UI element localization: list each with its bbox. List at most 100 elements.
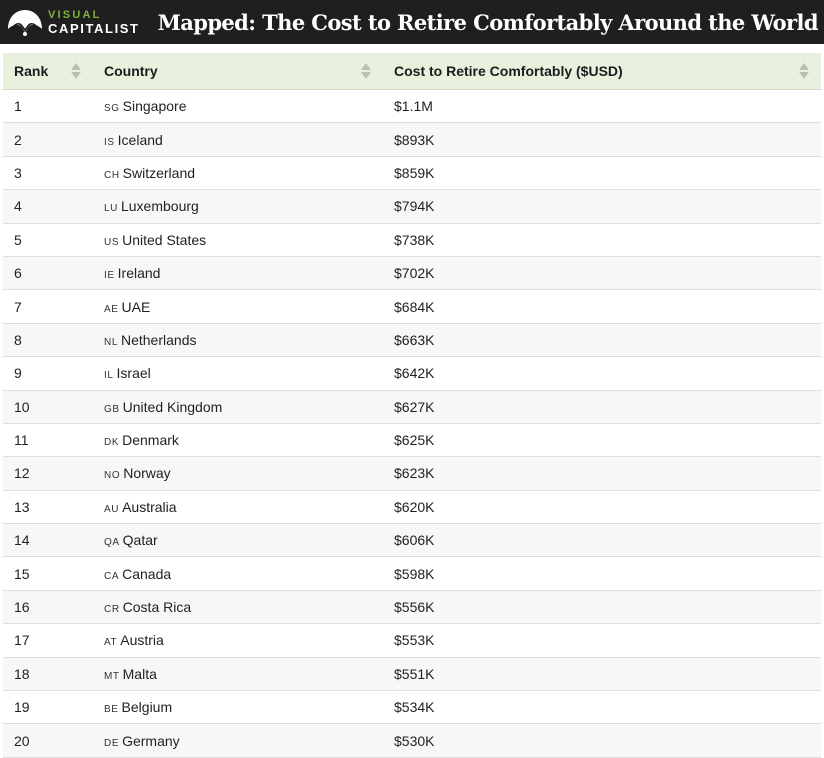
rank-cell: 16 xyxy=(3,590,93,625)
table-row: 19 BE Belgium $534K xyxy=(3,690,821,725)
country-name: Israel xyxy=(116,365,151,382)
country-code: LU xyxy=(104,203,118,215)
rank-cell: 14 xyxy=(3,523,93,558)
country-code: DK xyxy=(104,437,120,449)
country-name: Singapore xyxy=(122,98,187,115)
country-name: Netherlands xyxy=(120,331,197,348)
table-row: 16 CR Costa Rica $556K xyxy=(3,590,821,625)
table-row: 12 NO Norway $623K xyxy=(3,456,821,491)
cost-cell: $534K xyxy=(383,690,821,725)
country-cell: LU Luxembourg xyxy=(93,189,383,224)
country-name: United States xyxy=(122,231,207,248)
table-row: 5 US United States $738K xyxy=(3,223,821,257)
country-code: IS xyxy=(104,136,115,148)
country-name: Iceland xyxy=(117,131,163,148)
rank-cell: 13 xyxy=(3,490,93,525)
country-code: NL xyxy=(104,336,118,348)
table-row: 1 SG Singapore $1.1M xyxy=(3,89,821,124)
page-title: Mapped: The Cost to Retire Comfortably A… xyxy=(157,9,819,35)
country-code: AU xyxy=(104,503,120,515)
table-row: 9 IL Israel $642K xyxy=(3,356,821,391)
country-cell: AT Austria xyxy=(93,623,383,658)
table-row: 2 IS Iceland $893K xyxy=(3,122,821,157)
column-header-label: Country xyxy=(104,63,158,79)
country-cell: AE UAE xyxy=(93,289,383,324)
country-cell: BE Belgium xyxy=(93,690,383,725)
cost-cell: $625K xyxy=(383,423,821,458)
country-code: US xyxy=(104,236,120,248)
country-name: Norway xyxy=(123,465,171,482)
cost-cell: $859K xyxy=(383,156,821,191)
table-row: 4 LU Luxembourg $794K xyxy=(3,189,821,224)
rank-cell: 17 xyxy=(3,623,93,658)
cost-cell: $893K xyxy=(383,122,821,157)
rank-cell: 2 xyxy=(3,122,93,157)
rank-cell: 19 xyxy=(3,690,93,725)
country-cell: CH Switzerland xyxy=(93,156,383,191)
header-bar: VISUAL CAPITALIST Mapped: The Cost to Re… xyxy=(0,0,824,44)
table-row: 11 DK Denmark $625K xyxy=(3,423,821,458)
cost-cell: $702K xyxy=(383,256,821,291)
column-header-rank[interactable]: Rank xyxy=(3,53,93,90)
country-name: Denmark xyxy=(122,432,179,449)
country-name: Costa Rica xyxy=(122,599,192,616)
country-cell: IE Ireland xyxy=(93,256,383,291)
rank-cell: 20 xyxy=(3,723,93,758)
retirement-cost-table-container: Rank Country Cost to Retire Comfortably … xyxy=(3,53,821,758)
country-cell: CA Canada xyxy=(93,556,383,591)
cost-cell: $606K xyxy=(383,523,821,558)
country-code: IL xyxy=(104,370,114,382)
country-code: CR xyxy=(104,604,120,616)
country-code: IE xyxy=(104,270,115,282)
table-row: 3 CH Switzerland $859K xyxy=(3,156,821,191)
rank-cell: 10 xyxy=(3,390,93,424)
sort-icon[interactable] xyxy=(799,63,809,79)
table-row: 8 NL Netherlands $663K xyxy=(3,323,821,358)
cost-cell: $553K xyxy=(383,623,821,658)
table-header-row: Rank Country Cost to Retire Comfortably … xyxy=(3,53,821,90)
country-cell: GB United Kingdom xyxy=(93,390,383,424)
country-code: QA xyxy=(104,537,120,549)
rank-cell: 7 xyxy=(3,289,93,324)
country-cell: IL Israel xyxy=(93,356,383,391)
visual-capitalist-logo[interactable]: VISUAL CAPITALIST xyxy=(4,0,140,44)
country-name: Germany xyxy=(122,732,180,749)
country-cell: NO Norway xyxy=(93,456,383,491)
country-name: Australia xyxy=(122,498,177,515)
column-header-cost[interactable]: Cost to Retire Comfortably ($USD) xyxy=(383,53,821,90)
country-name: UAE xyxy=(121,298,151,315)
country-code: MT xyxy=(104,670,120,682)
rank-cell: 3 xyxy=(3,156,93,191)
country-code: BE xyxy=(104,704,119,716)
column-header-label: Rank xyxy=(14,63,49,79)
country-name: Ireland xyxy=(117,265,161,282)
column-header-country[interactable]: Country xyxy=(93,53,383,90)
sort-icon[interactable] xyxy=(71,63,81,79)
country-code: AT xyxy=(104,637,118,649)
country-name: Qatar xyxy=(122,532,158,549)
cost-cell: $627K xyxy=(383,390,821,424)
country-cell: DK Denmark xyxy=(93,423,383,458)
country-code: CH xyxy=(104,169,120,181)
rank-cell: 15 xyxy=(3,556,93,591)
cost-cell: $620K xyxy=(383,490,821,525)
country-cell: NL Netherlands xyxy=(93,323,383,358)
sort-icon[interactable] xyxy=(361,63,371,79)
logo-text-visual: VISUAL xyxy=(48,8,102,21)
cost-cell: $556K xyxy=(383,590,821,625)
country-name: Austria xyxy=(120,632,164,649)
retirement-cost-table: Rank Country Cost to Retire Comfortably … xyxy=(3,53,821,758)
country-code: SG xyxy=(104,103,120,115)
cost-cell: $738K xyxy=(383,223,821,257)
table-row: 20 DE Germany $530K xyxy=(3,723,821,758)
cost-cell: $551K xyxy=(383,657,821,692)
table-row: 18 MT Malta $551K xyxy=(3,657,821,692)
country-cell: US United States xyxy=(93,223,383,257)
cost-cell: $598K xyxy=(383,556,821,591)
country-cell: MT Malta xyxy=(93,657,383,692)
rank-cell: 8 xyxy=(3,323,93,358)
logo-mark-icon xyxy=(8,10,42,36)
rank-cell: 4 xyxy=(3,189,93,224)
rank-cell: 9 xyxy=(3,356,93,391)
country-name: United Kingdom xyxy=(122,398,223,415)
